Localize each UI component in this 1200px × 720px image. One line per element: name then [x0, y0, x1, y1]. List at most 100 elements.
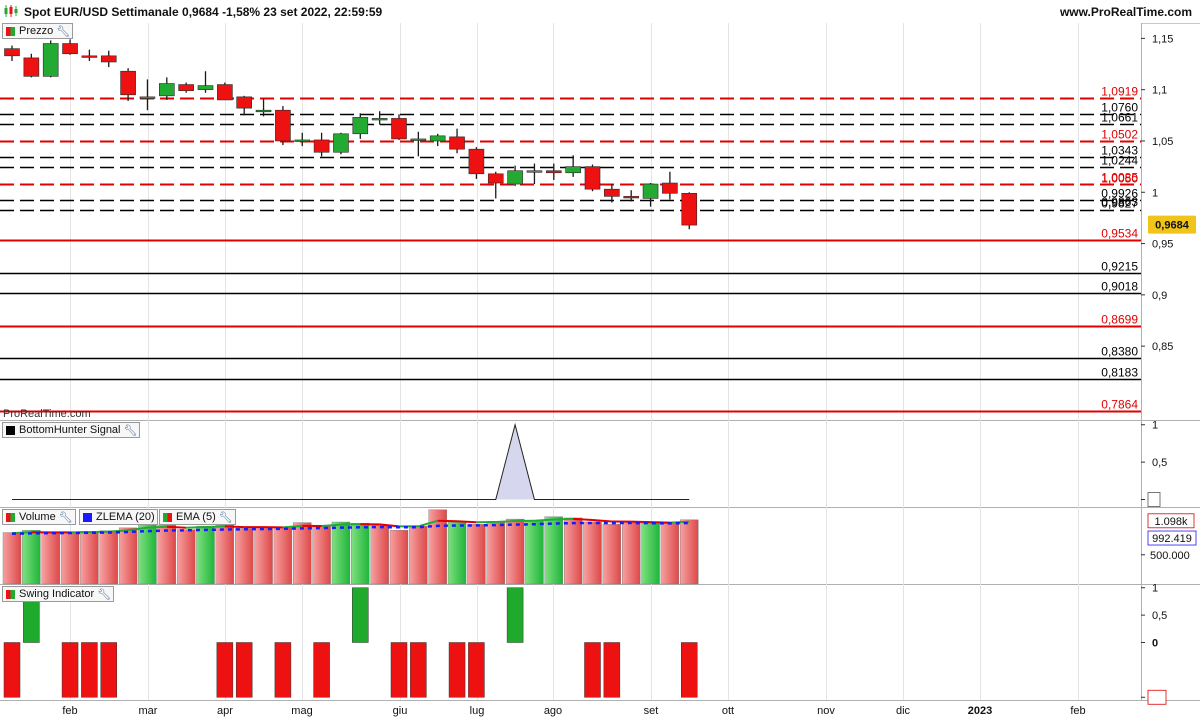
candle [352, 113, 369, 139]
candle [139, 79, 156, 111]
candle-body [623, 196, 640, 199]
volume-panel-label[interactable]: Volume 🔧︎ [2, 509, 76, 525]
price-level-label: 1,0085 [1101, 171, 1138, 185]
y-tick-label: 1,15 [1152, 33, 1173, 45]
swing-color-icon [6, 589, 15, 599]
y-tick-label: 1 [1152, 583, 1158, 595]
candle [313, 132, 330, 157]
ema-name: EMA (5) [176, 511, 216, 523]
volume-bar [41, 532, 60, 585]
candle [42, 40, 59, 78]
candle [294, 132, 311, 147]
swing-bar [216, 642, 234, 698]
wrench-icon[interactable]: 🔧︎ [97, 588, 112, 601]
zlema-last-label: 992.419 [1152, 533, 1192, 545]
zlema-name: ZLEMA (20) [96, 511, 155, 523]
candle-body [662, 182, 678, 194]
ema-line-segment [418, 519, 438, 528]
candle [487, 171, 504, 199]
y-tick-label: 1,05 [1152, 136, 1173, 148]
price-level-label: 0,9018 [1101, 280, 1138, 294]
prorealtime-logo-icon [4, 5, 18, 17]
volume-last-tag [1147, 513, 1195, 529]
candle [429, 133, 446, 147]
candle-body [507, 170, 523, 185]
panel-background [0, 585, 1141, 700]
candle-body [217, 84, 233, 101]
volume-bar [80, 531, 99, 585]
price-panel-label[interactable]: Prezzo 🔧︎ [2, 23, 74, 39]
swing-bar [681, 642, 698, 698]
swing-panel-name: Swing Indicator [19, 588, 95, 600]
volume-bar [2, 532, 22, 585]
signal-line [12, 422, 690, 501]
price-level-label: 1,0919 [1101, 85, 1138, 99]
candle-body [294, 139, 311, 142]
volume-bar [641, 523, 660, 585]
volume-bar [486, 521, 505, 585]
y-tick-label: 1,1 [1152, 85, 1167, 97]
swing-bar [274, 642, 292, 698]
candle [545, 163, 562, 180]
price-level-label: 1,0760 [1101, 101, 1138, 115]
wrench-icon[interactable]: 🔧︎ [56, 25, 71, 38]
swing-bar [506, 587, 524, 643]
swing-bar [3, 642, 21, 698]
volume-bar [660, 523, 680, 585]
x-tick-label: set [644, 705, 659, 717]
price-level-label: 0,7864 [1101, 398, 1138, 412]
wrench-icon[interactable]: 🔧︎ [218, 511, 233, 524]
wrench-icon[interactable]: 🔧︎ [123, 424, 138, 437]
candle [159, 77, 175, 100]
swing-bar [81, 642, 98, 698]
ema-line-segment [534, 518, 554, 522]
bottomhunter-panel-label[interactable]: BottomHunter Signal 🔧︎ [2, 422, 141, 438]
swing-bar [584, 642, 601, 698]
candle-body [584, 166, 601, 190]
zlema-last-tag [1147, 530, 1197, 546]
zlema-label[interactable]: ZLEMA (20) [79, 509, 158, 525]
price-panel-name: Prezzo [19, 25, 54, 37]
swing-bar [313, 642, 330, 698]
candle-icon [6, 26, 15, 36]
candle [62, 39, 78, 55]
candle [565, 155, 581, 177]
price-level-label: 0,9926 [1101, 187, 1138, 201]
swing-panel-label[interactable]: Swing Indicator 🔧︎ [2, 586, 115, 602]
volume-bar [583, 521, 602, 585]
candle-body [313, 139, 330, 153]
candle-body [604, 188, 620, 197]
price-level-label: 0,9215 [1101, 260, 1138, 274]
ema-label[interactable]: EMA (5) 🔧︎ [159, 509, 236, 525]
candle [642, 183, 659, 207]
ema-line-segment [573, 517, 593, 521]
y-tick-label: 0,5 [1152, 457, 1167, 469]
candle-body [391, 118, 407, 140]
volume-bar [99, 530, 118, 585]
volume-bar [22, 530, 41, 585]
candle-body [642, 183, 659, 199]
candle-body [468, 148, 485, 175]
volume-bar [525, 520, 544, 585]
ema-line-segment [186, 526, 206, 529]
volume-bar [680, 519, 699, 585]
wrench-icon[interactable]: 🔧︎ [58, 511, 73, 524]
volume-last-label: 1.098k [1154, 516, 1188, 528]
candle [623, 190, 640, 202]
x-tick-label: 2023 [968, 705, 992, 717]
swing-bar [603, 642, 621, 698]
candle-body [178, 84, 194, 92]
y-tick-label: 0,9 [1152, 290, 1167, 302]
swing-bar [390, 642, 408, 698]
candle [255, 98, 272, 117]
swing-bar [235, 642, 253, 698]
x-tick-label: giu [393, 705, 408, 717]
y-tick-label: 500.000 [1150, 550, 1190, 562]
volume-bar [544, 516, 563, 585]
volume-bar [273, 527, 293, 585]
x-tick-label: nov [817, 705, 835, 717]
x-tick-label: mag [291, 705, 312, 717]
candle [333, 132, 349, 155]
candle-body [81, 55, 98, 58]
volume-bar [602, 524, 622, 585]
